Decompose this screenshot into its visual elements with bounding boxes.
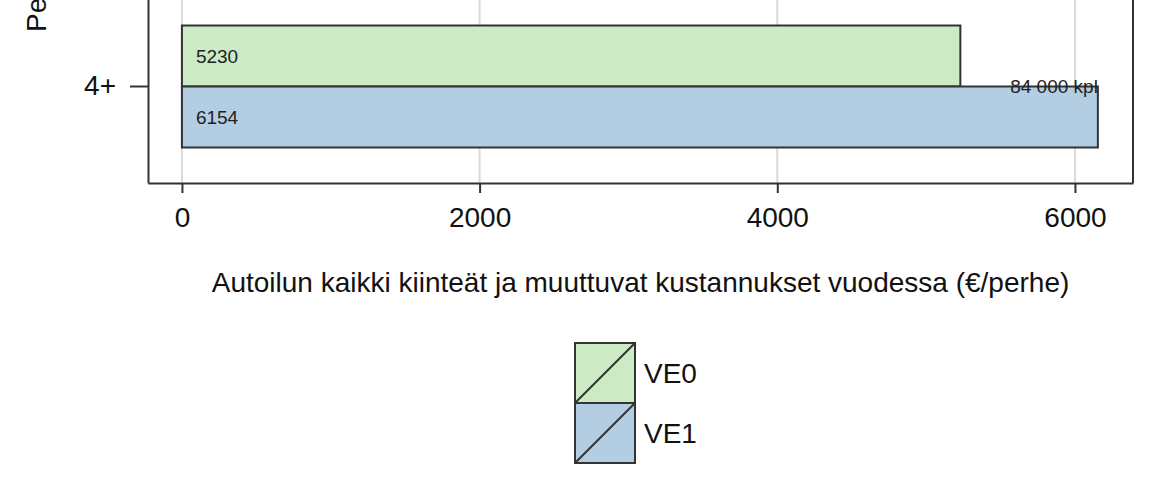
legend: VE0 VE1 xyxy=(575,343,697,463)
x-tick-label: 2000 xyxy=(449,202,511,233)
y-tick: 4+ xyxy=(84,70,148,101)
data-label: 6154 xyxy=(196,107,239,128)
x-tick: 2000 xyxy=(449,183,511,233)
x-tick-mark xyxy=(181,183,183,193)
legend-swatch-line xyxy=(575,343,635,403)
bar xyxy=(182,26,960,87)
x-axis: 0 2000 4000 6000 xyxy=(149,183,1134,233)
x-tick-mark xyxy=(777,183,779,193)
legend-swatch xyxy=(575,403,635,463)
x-axis-line xyxy=(149,183,1134,185)
legend-label: VE1 xyxy=(644,418,697,449)
legend-label: VE0 xyxy=(644,358,697,389)
legend-swatch-line xyxy=(575,403,635,463)
bars xyxy=(182,26,1098,148)
x-tick: 4000 xyxy=(747,183,809,233)
y-tick-label: 4+ xyxy=(84,70,116,101)
y-axis-line xyxy=(148,0,150,184)
x-axis-title: Autoilun kaikki kiinteät ja muuttuvat ku… xyxy=(212,267,1070,298)
y-axis: 4+ xyxy=(84,0,148,184)
y-tick-mark xyxy=(130,86,148,88)
x-tick: 6000 xyxy=(1044,183,1106,233)
data-label: 5230 xyxy=(196,46,238,67)
annotation: 84 000 kpl xyxy=(1010,76,1098,97)
x-tick-label: 0 xyxy=(175,202,191,233)
x-tick: 0 xyxy=(175,183,191,233)
legend-swatch xyxy=(575,343,635,403)
x-tick-mark xyxy=(479,183,481,193)
x-tick-mark xyxy=(1074,183,1076,193)
plot-frame xyxy=(1132,0,1134,183)
x-tick-label: 6000 xyxy=(1044,202,1106,233)
x-tick-label: 4000 xyxy=(747,202,809,233)
chart: 5230 6154 84 000 kpl 0 2000 4000 6000 4+ Autoilu… xyxy=(0,0,1167,485)
y-axis-title: Pe xyxy=(21,0,52,32)
bar xyxy=(182,87,1098,148)
